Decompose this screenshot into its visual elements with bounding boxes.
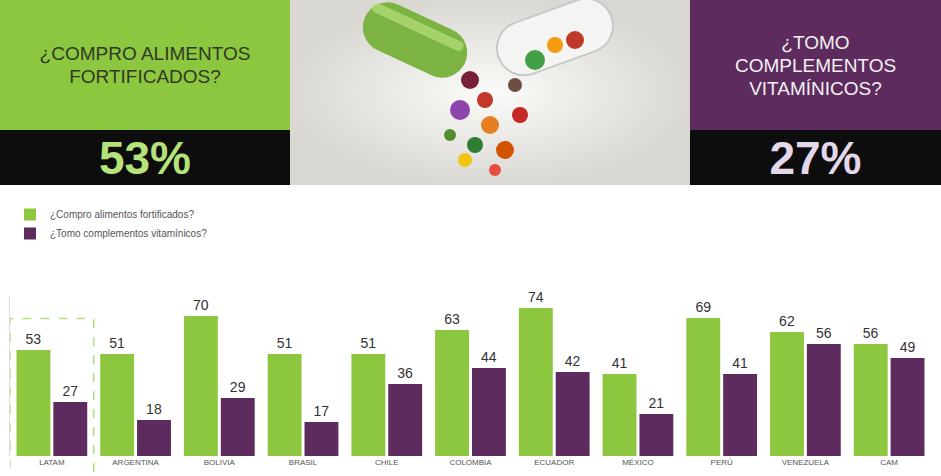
svg-text:63: 63 [444, 311, 460, 327]
svg-text:BRASIL: BRASIL [289, 458, 318, 467]
svg-text:49: 49 [900, 339, 916, 355]
svg-text:29: 29 [230, 379, 246, 395]
svg-text:18: 18 [146, 401, 162, 417]
svg-text:BOLIVIA: BOLIVIA [204, 458, 236, 467]
svg-text:ARGENTINA: ARGENTINA [112, 458, 159, 467]
svg-text:70: 70 [193, 297, 209, 313]
html-text:¿COMPRO ALIMENTOS FORTIFICADOS: ¿COMPRO ALIMENTOS FORTIFICADOS? [39, 43, 251, 87]
svg-text:17: 17 [314, 403, 330, 419]
svg-text:51: 51 [109, 335, 125, 351]
svg-text:VENEZUELA: VENEZUELA [782, 458, 830, 467]
svg-text:CAM: CAM [880, 458, 898, 467]
svg-text:¿Tomo complementos vitamínicos: ¿Tomo complementos vitamínicos? [50, 228, 207, 239]
svg-text:27: 27 [62, 383, 78, 399]
svg-text:53: 53 [26, 331, 42, 347]
svg-text:69: 69 [695, 299, 711, 315]
svg-text:36: 36 [397, 365, 413, 381]
svg-text:56: 56 [863, 325, 879, 341]
svg-text:44: 44 [481, 349, 497, 365]
svg-text:41: 41 [612, 355, 628, 371]
svg-text:MÉXICO: MÉXICO [622, 458, 654, 467]
svg-text:¿Compro alimentos fortificados: ¿Compro alimentos fortificados? [50, 209, 194, 220]
svg-text:74: 74 [528, 289, 544, 305]
svg-text:CHILE: CHILE [375, 458, 399, 467]
svg-text:62: 62 [779, 313, 795, 329]
svg-text:51: 51 [277, 335, 293, 351]
html-text:¿TOMO COMPLEMENTOS VITAMÍNICOS: ¿TOMO COMPLEMENTOS VITAMÍNICOS? [734, 31, 897, 99]
svg-text:ECUADOR: ECUADOR [534, 458, 574, 467]
html-text:53%: 53% [99, 131, 191, 184]
svg-text:21: 21 [648, 395, 664, 411]
svg-text:PERÚ: PERÚ [711, 458, 733, 467]
svg-text:56: 56 [816, 325, 832, 341]
svg-text:51: 51 [360, 335, 376, 351]
svg-text:41: 41 [732, 355, 748, 371]
html-text:27%: 27% [769, 131, 862, 184]
svg-text:LATAM: LATAM [39, 458, 65, 467]
svg-text:COLOMBIA: COLOMBIA [449, 458, 492, 467]
svg-text:42: 42 [565, 353, 581, 369]
